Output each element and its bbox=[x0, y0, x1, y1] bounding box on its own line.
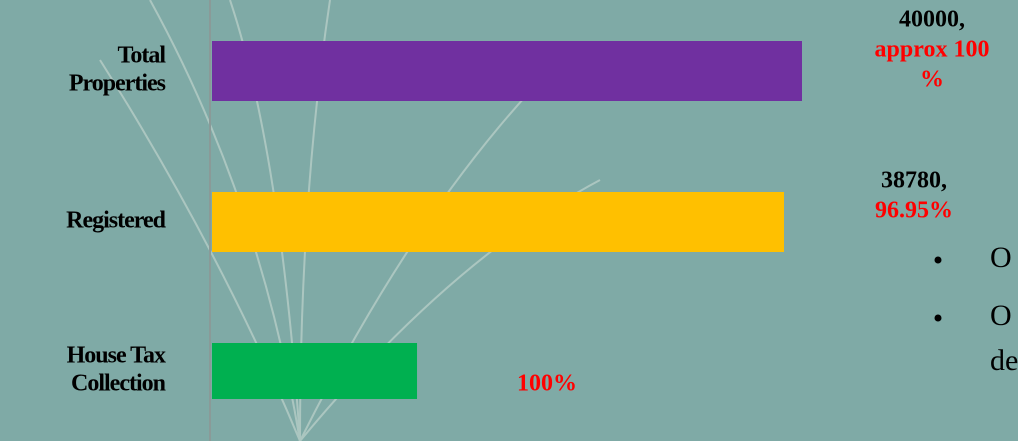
category-label: Collection bbox=[71, 371, 166, 397]
bar bbox=[212, 192, 784, 252]
percent-label: 100% bbox=[517, 371, 577, 397]
side-text: de bbox=[990, 344, 1018, 377]
category-label: Properties bbox=[69, 71, 166, 97]
side-text: O bbox=[990, 241, 1012, 274]
percent-label: 96.95% bbox=[875, 198, 953, 224]
bar bbox=[212, 343, 417, 399]
category-label: Total bbox=[118, 43, 167, 69]
category-label: Registered bbox=[66, 208, 167, 234]
category-label: House Tax bbox=[67, 343, 166, 369]
percent-label: approx 100 bbox=[875, 37, 990, 63]
value-label: 38780, bbox=[881, 168, 947, 194]
slide: TotalProperties 40000, approx 100% Register… bbox=[0, 0, 1018, 441]
percent-label: % bbox=[920, 67, 944, 93]
bullet bbox=[935, 315, 942, 322]
bar bbox=[212, 41, 802, 101]
bullet bbox=[935, 257, 942, 264]
value-label: 40000, bbox=[899, 7, 965, 33]
side-text: O bbox=[990, 299, 1012, 332]
page: {"chart_data": {"type": "bar", "orientat… bbox=[0, 0, 1018, 441]
